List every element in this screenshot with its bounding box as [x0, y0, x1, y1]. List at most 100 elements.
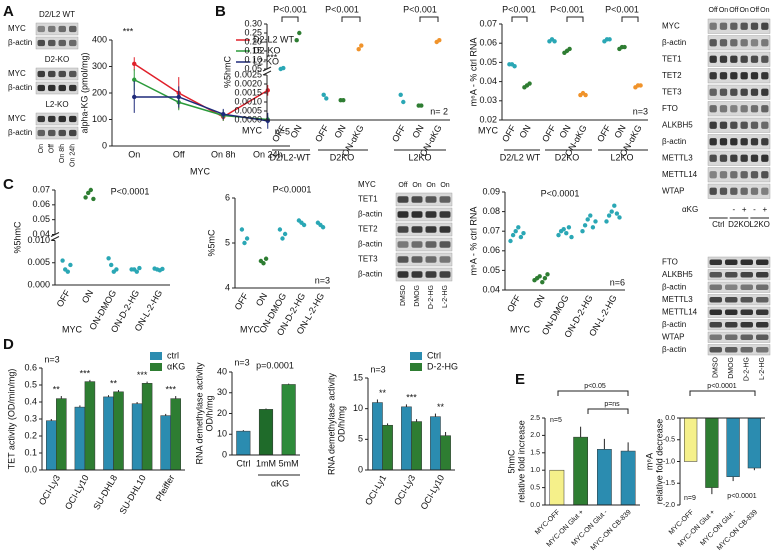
point — [401, 99, 406, 105]
group-label: L2KO — [408, 152, 431, 162]
y-axis-label: 5hmC — [506, 449, 516, 474]
blot-band — [709, 187, 717, 195]
annotation: P<0.0001 — [111, 186, 150, 196]
blot-row-label: β-actin — [662, 38, 686, 47]
blot-band — [37, 129, 45, 137]
point — [297, 30, 302, 36]
lane-label: D-2-HG — [744, 357, 751, 381]
blot-band — [740, 22, 748, 30]
y-tick-label: 0.0 — [665, 415, 675, 422]
blot-band — [730, 88, 738, 96]
treatment-label: αKG — [682, 205, 698, 214]
significance: ** — [53, 384, 61, 394]
blot-band — [719, 105, 728, 113]
blot-band — [761, 187, 769, 195]
y-tick-label: 300 — [92, 61, 107, 71]
x-tick-label: OCI-Ly3 — [37, 473, 62, 507]
blot-band — [48, 115, 56, 123]
blot-row-label: β-actin — [8, 83, 32, 92]
blot-band — [58, 25, 66, 33]
point — [280, 236, 285, 241]
blot-band — [740, 55, 748, 63]
blot-band — [761, 171, 769, 179]
annotation: P<0.001 — [605, 4, 639, 14]
blot-band — [725, 334, 738, 340]
bar — [440, 435, 451, 471]
blot-band — [740, 347, 753, 353]
y-axis-label: %5hmC — [222, 55, 232, 88]
treatment-sign: - — [753, 205, 756, 214]
annotation: P<0.001 — [273, 4, 307, 14]
y-tick-label: 0.000 — [27, 279, 50, 289]
blot-band — [719, 55, 728, 63]
legend-label: αKG — [167, 361, 185, 371]
blot-band — [425, 271, 437, 278]
blot-band — [709, 105, 717, 113]
x-tick-label: OCI-Ly3 — [392, 473, 417, 507]
lane-header: Off — [750, 7, 759, 14]
point — [60, 258, 65, 263]
blot-band — [750, 72, 759, 80]
legend-label: L2-KO — [253, 56, 279, 66]
y-tick-label: 0.0020 — [234, 78, 262, 88]
blot-band — [58, 70, 66, 78]
annotation: n=5 — [275, 126, 290, 136]
y-tick-label: 0.02 — [479, 114, 497, 124]
point — [356, 47, 361, 52]
blot-band — [425, 211, 437, 218]
blot-band — [411, 271, 423, 278]
y-axis-label: RNA demethylase activity — [194, 362, 204, 465]
blot-band — [740, 187, 748, 195]
point — [320, 225, 326, 230]
bracket — [511, 16, 528, 22]
blot-band — [740, 334, 753, 340]
lane-header: On — [719, 7, 728, 14]
annotation: n=3 — [234, 357, 249, 367]
blot-band — [37, 70, 45, 78]
blot-strip — [707, 281, 771, 293]
point — [419, 103, 424, 108]
x-tick-label: MYC-ON CB-839 — [716, 509, 759, 552]
blot-band — [725, 259, 738, 265]
y-tick-label: 0.30 — [244, 18, 262, 28]
x-axis-label: MYC — [242, 125, 263, 135]
y-axis-label: TET activity (OD/min/mg) — [6, 369, 16, 470]
blot-band — [58, 39, 66, 47]
blot-band — [761, 22, 769, 30]
point — [239, 227, 245, 232]
annotation: n=6 — [610, 277, 625, 287]
legend-label: Ctrl — [427, 350, 441, 360]
blot-band — [740, 284, 753, 290]
blot-band — [750, 55, 759, 63]
blot-band — [69, 70, 77, 78]
y-axis-label: m⁶A — [644, 453, 654, 470]
blot-band — [719, 171, 728, 179]
annotation: n=3 — [633, 106, 648, 116]
group-label: D2/L2 WT — [500, 152, 541, 162]
bar — [573, 436, 588, 506]
blot-band — [48, 39, 56, 47]
lane-label: D-2-HG — [428, 285, 435, 309]
y-tick-label: 0.1 — [24, 447, 37, 457]
blot-band — [719, 138, 728, 146]
blot-band — [719, 72, 728, 80]
blot-band — [756, 272, 769, 278]
blot-strip — [707, 331, 771, 343]
blot-row-label: β-actin — [358, 270, 382, 279]
bar — [372, 402, 383, 471]
blot-band — [725, 297, 738, 303]
blot-band — [750, 121, 759, 129]
y-tick-label: 0.5 — [24, 379, 37, 389]
annotation: n=3 — [370, 364, 385, 374]
blot-band — [69, 115, 77, 123]
y-tick-label: 0.010 — [27, 235, 50, 245]
y-tick-label: 10 — [353, 403, 363, 413]
blot-band — [709, 88, 717, 96]
bar — [705, 417, 719, 488]
blot-band — [439, 271, 451, 278]
point — [132, 61, 137, 67]
point — [321, 92, 326, 98]
blot-row-label: MYC — [8, 114, 26, 123]
blot-header-label: MYC — [358, 180, 376, 189]
